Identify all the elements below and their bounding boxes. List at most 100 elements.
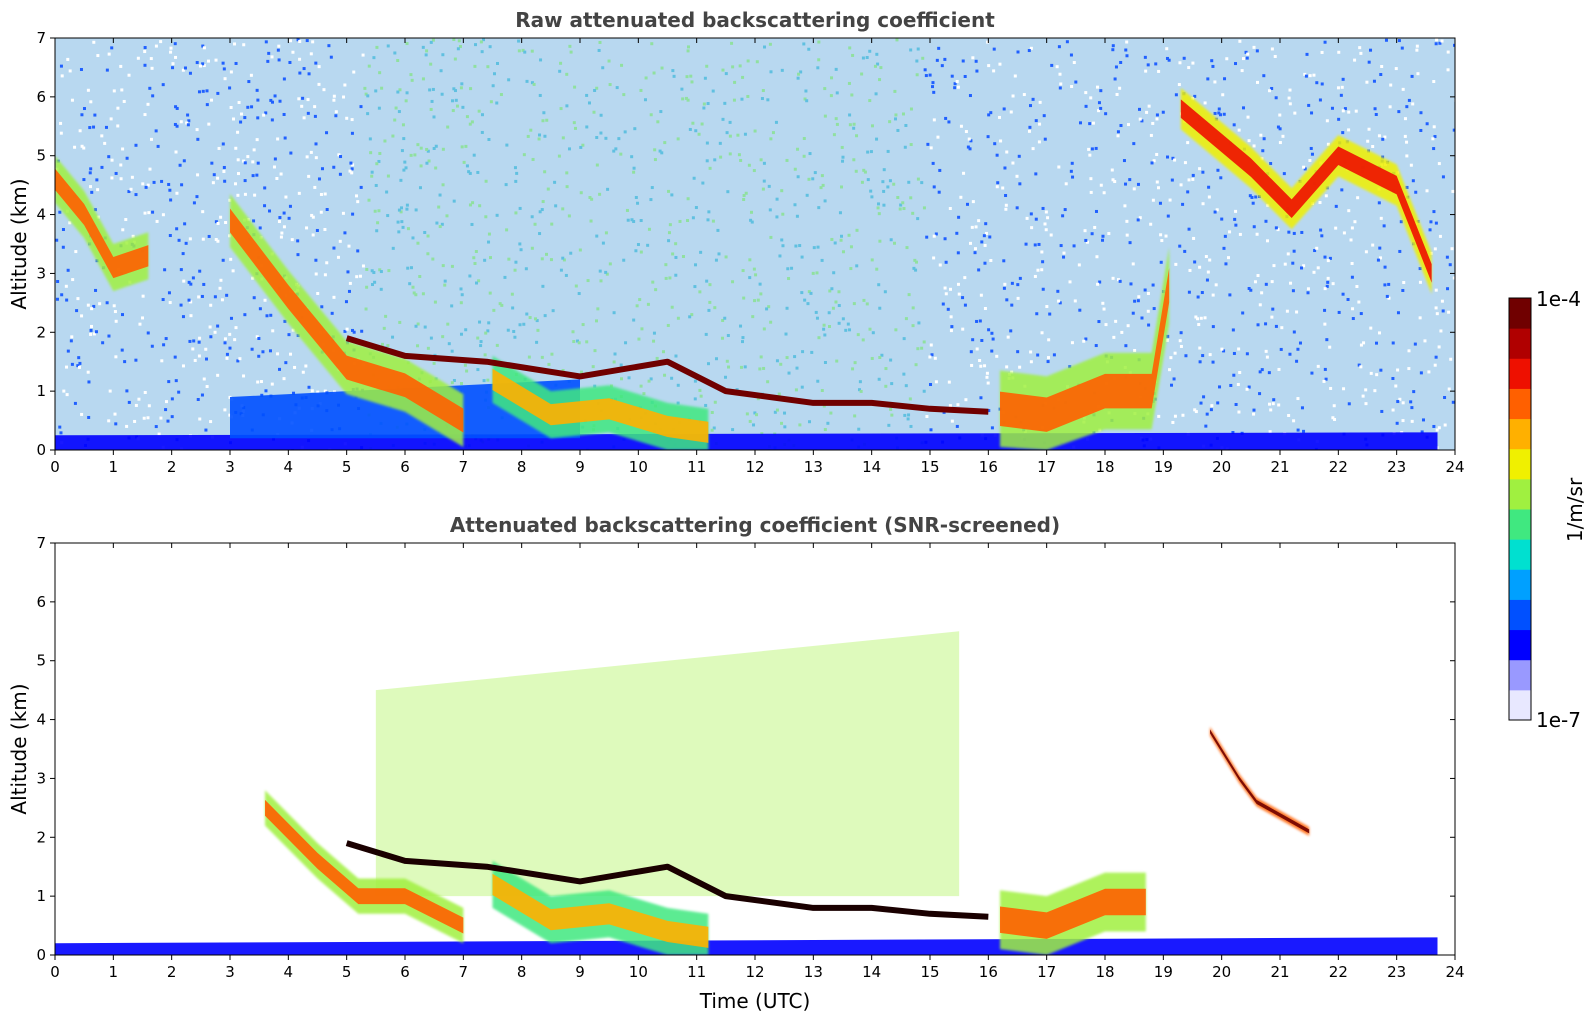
noise-speck [786,267,790,271]
noise-speck [639,250,643,254]
noise-speck [916,347,920,351]
noise-speck [1433,363,1437,367]
noise-speck [759,292,763,296]
noise-speck [270,382,274,386]
noise-speck [110,176,114,180]
noise-speck [64,284,68,288]
noise-speck [1265,355,1269,359]
noise-speck [731,280,735,284]
noise-speck [1199,401,1203,405]
noise-speck [913,258,917,262]
noise-speck [1373,389,1377,393]
noise-speck [619,363,623,367]
noise-speck [652,339,656,343]
noise-speck [1165,56,1169,60]
x-tick-label: 10 [629,963,648,981]
noise-speck [113,412,117,416]
noise-speck [223,179,227,183]
noise-speck [676,316,680,320]
noise-speck [233,42,237,46]
noise-speck [663,141,667,145]
noise-speck [413,153,417,157]
panel-raw-title: Raw attenuated backscattering coefficien… [515,8,995,32]
noise-speck [830,237,834,241]
noise-speck [1234,223,1238,227]
noise-speck [686,49,690,53]
noise-speck [1285,309,1289,313]
noise-speck [1388,105,1392,109]
noise-speck [1132,142,1136,146]
noise-speck [252,148,256,152]
noise-speck [971,56,975,60]
noise-speck [1429,220,1433,224]
noise-speck [1237,347,1241,351]
noise-speck [70,335,74,339]
noise-speck [400,220,404,224]
noise-speck [187,280,191,284]
noise-speck [441,147,445,151]
noise-speck [841,250,845,254]
noise-speck [1367,60,1371,64]
noise-speck [800,291,804,295]
noise-speck [170,397,174,401]
noise-speck [634,249,638,253]
noise-speck [164,400,168,404]
noise-speck [236,158,240,162]
noise-speck [1094,146,1098,150]
noise-speck [306,111,310,115]
noise-speck [961,327,965,331]
y-tick-label: 2 [36,323,46,341]
noise-speck [352,330,356,334]
noise-speck [916,177,920,181]
noise-speck [915,73,919,77]
noise-speck [323,273,327,277]
noise-speck [1091,121,1095,125]
noise-speck [827,311,831,315]
noise-speck [909,107,913,111]
noise-speck [1380,409,1384,413]
noise-speck [902,207,906,211]
noise-speck [820,258,824,262]
noise-speck [1018,276,1022,280]
noise-speck [995,153,999,157]
noise-speck [720,336,724,340]
noise-speck [869,150,873,154]
noise-speck [765,307,769,311]
colorbar-step [1509,659,1531,691]
noise-speck [276,137,280,141]
noise-speck [896,195,900,199]
noise-speck [847,81,851,85]
noise-speck [920,346,924,350]
noise-speck [480,50,484,54]
noise-speck [360,329,364,333]
noise-speck [1027,49,1031,53]
noise-speck [957,215,961,219]
noise-speck [970,363,974,367]
noise-speck [604,270,608,274]
noise-speck [447,342,451,346]
noise-speck [800,385,804,389]
noise-speck [304,364,308,368]
noise-speck [55,238,59,242]
noise-speck [998,115,1002,119]
noise-speck [487,232,491,236]
noise-speck [528,316,532,320]
noise-speck [80,144,84,148]
noise-speck [1380,65,1384,69]
noise-speck [837,304,841,308]
noise-speck [457,39,461,43]
noise-speck [1379,368,1383,372]
noise-speck [1333,417,1337,421]
noise-speck [935,58,939,62]
noise-speck [198,417,202,421]
noise-speck [452,38,456,42]
noise-speck [352,70,356,74]
noise-speck [1209,408,1213,412]
noise-speck [116,124,120,128]
noise-speck [777,392,781,396]
noise-speck [198,269,202,273]
noise-speck [705,159,709,163]
noise-speck [223,408,227,412]
noise-speck [317,177,321,181]
noise-speck [1316,364,1320,368]
